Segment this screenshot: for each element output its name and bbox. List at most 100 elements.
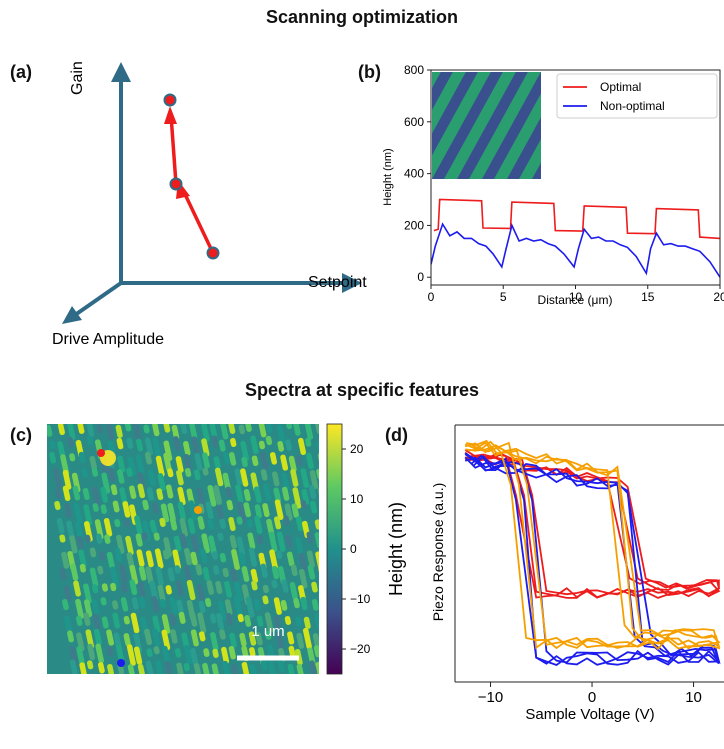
grain: [224, 599, 233, 616]
grain: [212, 648, 219, 658]
grain: [57, 441, 66, 457]
panel-label-c: (c): [10, 425, 32, 445]
grain: [201, 533, 210, 554]
grain: [217, 600, 227, 621]
hysteresis-loop-blue: [464, 452, 720, 666]
grain: [171, 424, 180, 440]
grain: [292, 424, 301, 436]
grain: [69, 535, 78, 554]
grain: [273, 516, 282, 530]
grain: [159, 598, 166, 609]
grain: [189, 424, 198, 439]
grain: [296, 632, 305, 649]
grain: [238, 552, 247, 566]
grain: [91, 486, 101, 508]
series-line-non-optimal: [431, 222, 720, 278]
grain: [59, 534, 66, 543]
grain: [183, 565, 193, 585]
grain: [260, 563, 268, 579]
drive-amplitude-axis-head: [62, 306, 82, 324]
grain: [195, 564, 203, 576]
grain: [69, 453, 76, 462]
grain: [202, 452, 210, 469]
grain: [262, 503, 270, 518]
grain: [211, 551, 219, 560]
grain: [163, 537, 172, 558]
grain: [62, 469, 72, 490]
grain: [281, 579, 289, 593]
grain: [100, 597, 107, 606]
panel-b-y-tick-label: 600: [404, 115, 424, 129]
colorbar-tick-label: 10: [350, 492, 364, 506]
grain: [213, 456, 221, 469]
grain: [226, 499, 234, 511]
grain: [187, 518, 196, 534]
grain: [106, 551, 115, 569]
grain: [134, 515, 144, 537]
grain: [229, 535, 237, 549]
grain: [225, 612, 233, 626]
grain: [198, 600, 206, 614]
grain: [193, 663, 203, 674]
grain: [146, 487, 155, 501]
grain: [316, 468, 319, 480]
grain: [228, 424, 236, 434]
grain: [123, 518, 131, 528]
grain: [106, 424, 115, 441]
colorbar-tick-label: 20: [350, 442, 364, 456]
panel-b-x-tick-label: 10: [569, 290, 583, 304]
inset-stripe: [432, 72, 478, 156]
grain: [309, 470, 319, 490]
grain: [136, 549, 145, 567]
grain: [216, 505, 224, 520]
grain: [64, 615, 72, 632]
grain: [69, 659, 78, 674]
grain: [302, 627, 312, 650]
grain: [183, 547, 193, 566]
grain: [262, 595, 269, 605]
grain: [247, 532, 256, 550]
panel-b-x-tick-label: 0: [428, 290, 435, 304]
grain: [287, 663, 295, 674]
grain: [312, 633, 319, 654]
inset-stripe: [432, 72, 453, 110]
grain: [53, 467, 62, 489]
grain: [243, 502, 252, 518]
grain: [268, 660, 277, 674]
grain: [210, 632, 219, 651]
grain: [137, 472, 146, 491]
grain: [251, 455, 259, 467]
grain: [290, 564, 298, 577]
grain: [161, 614, 171, 634]
grain: [256, 535, 264, 545]
grain: [188, 500, 198, 521]
grain: [295, 537, 304, 557]
grain: [285, 439, 293, 451]
grain: [149, 519, 157, 533]
grain: [137, 581, 146, 598]
grain: [167, 468, 174, 478]
grain: [152, 437, 162, 459]
grain: [77, 424, 85, 434]
grain: [67, 436, 74, 448]
grain: [191, 534, 200, 552]
grain: [289, 582, 298, 600]
grain: [129, 485, 137, 499]
grain: [117, 469, 125, 484]
grain: [155, 566, 164, 586]
drive-amplitude-axis-arrow: [73, 281, 123, 317]
grain: [169, 613, 177, 626]
grain: [82, 487, 90, 501]
gain-axis-head: [111, 62, 131, 82]
grain: [107, 467, 116, 483]
grain: [201, 438, 210, 457]
grain: [165, 484, 174, 499]
grain: [190, 648, 199, 667]
grain: [127, 456, 136, 477]
grain: [59, 567, 67, 581]
grain: [163, 440, 173, 462]
grain: [127, 664, 136, 674]
grain: [83, 612, 91, 626]
grain: [135, 438, 144, 452]
panel-label-d: (d): [385, 425, 408, 445]
